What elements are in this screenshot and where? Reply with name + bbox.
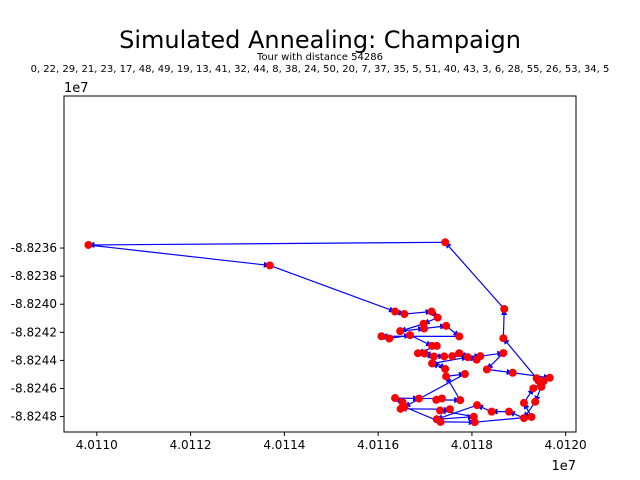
city-point xyxy=(265,261,274,270)
tour-segment xyxy=(88,244,271,268)
city-point xyxy=(519,398,528,407)
city-point xyxy=(519,414,528,423)
city-point xyxy=(396,327,405,336)
city-point xyxy=(433,313,442,322)
tour-segment xyxy=(501,308,508,339)
y-tick-label: -8.8242 xyxy=(11,325,57,339)
tour-segment xyxy=(486,368,514,375)
tour-points xyxy=(84,238,554,427)
x-tick-label: 4.0114 xyxy=(263,438,305,452)
city-point xyxy=(455,349,464,358)
city-point xyxy=(539,377,548,386)
city-point xyxy=(476,352,485,361)
city-point xyxy=(436,417,445,426)
city-point xyxy=(432,395,441,404)
x-tick-label: 4.0116 xyxy=(357,438,399,452)
tour-segment xyxy=(409,334,433,347)
city-point xyxy=(460,370,469,379)
city-point xyxy=(448,352,457,361)
plot-area-frame xyxy=(63,95,577,433)
city-point xyxy=(499,349,508,358)
axis-ticks: 4.0110 4.0112 4.0114 4.0116 4.0118 4.0120 -8.8… xyxy=(11,241,587,452)
city-point xyxy=(420,324,429,333)
city-point xyxy=(84,240,93,249)
city-point xyxy=(527,412,536,421)
x-tick-label: 4.0118 xyxy=(451,438,493,452)
tour-segment xyxy=(502,337,538,379)
city-point xyxy=(377,332,386,341)
y-tick-label: -8.8236 xyxy=(11,241,57,255)
city-point xyxy=(413,349,422,358)
city-point xyxy=(445,405,454,414)
city-point xyxy=(420,349,429,358)
x-tick-label: 4.0110 xyxy=(76,438,118,452)
city-point xyxy=(482,365,491,374)
tour-segment xyxy=(403,373,466,408)
city-point xyxy=(531,397,540,406)
city-point xyxy=(456,396,465,405)
city-point xyxy=(429,352,438,361)
y-tick-label: -8.8246 xyxy=(11,381,57,395)
city-point xyxy=(500,305,509,314)
city-point xyxy=(400,310,409,319)
city-point xyxy=(442,321,451,330)
y-axis-offset-label: 1e7 xyxy=(64,81,89,96)
city-point xyxy=(529,384,538,393)
tour-order-line: 0, 22, 29, 21, 23, 17, 48, 49, 19, 13, 4… xyxy=(31,64,610,75)
city-point xyxy=(508,368,517,377)
tour-segment xyxy=(269,264,396,313)
x-tick-label: 4.0112 xyxy=(170,438,212,452)
city-point xyxy=(442,372,451,381)
city-point xyxy=(428,359,437,368)
y-tick-label: -8.8240 xyxy=(11,297,57,311)
y-tick-label: -8.8248 xyxy=(11,410,57,424)
city-point xyxy=(441,364,450,373)
city-point xyxy=(470,418,479,427)
city-point xyxy=(414,394,423,403)
city-point xyxy=(436,406,445,415)
tour-segment xyxy=(512,372,551,380)
tour-segment xyxy=(87,241,446,248)
city-point xyxy=(385,334,394,343)
city-point xyxy=(463,353,472,362)
x-tick-label: 4.0120 xyxy=(545,438,587,452)
city-point xyxy=(473,401,482,410)
city-point xyxy=(391,307,400,316)
tour-paths xyxy=(87,241,551,426)
tour-segment xyxy=(399,323,424,333)
city-point xyxy=(400,402,409,411)
tour-segment xyxy=(404,309,433,316)
city-point xyxy=(432,341,441,350)
city-point xyxy=(487,407,496,416)
city-point xyxy=(545,373,554,382)
city-point xyxy=(441,238,450,247)
city-point xyxy=(532,374,541,383)
tour-segment xyxy=(435,404,478,421)
city-point xyxy=(504,407,513,416)
chart-title: Simulated Annealing: Champaign xyxy=(119,26,521,54)
tour-segment xyxy=(444,241,505,310)
city-point xyxy=(427,307,436,316)
y-tick-label: -8.8238 xyxy=(11,269,57,283)
city-point xyxy=(499,334,508,343)
x-axis-offset-label: 1e7 xyxy=(551,459,576,474)
chart-subtitle: Tour with distance 54286 xyxy=(256,52,383,63)
tour-segment xyxy=(400,326,426,333)
city-point xyxy=(455,332,464,341)
city-point xyxy=(391,394,400,403)
city-point xyxy=(440,352,449,361)
tour-segment xyxy=(445,375,461,401)
city-point xyxy=(406,331,415,340)
tour-segment xyxy=(431,355,469,365)
y-tick-label: -8.8244 xyxy=(11,353,57,367)
